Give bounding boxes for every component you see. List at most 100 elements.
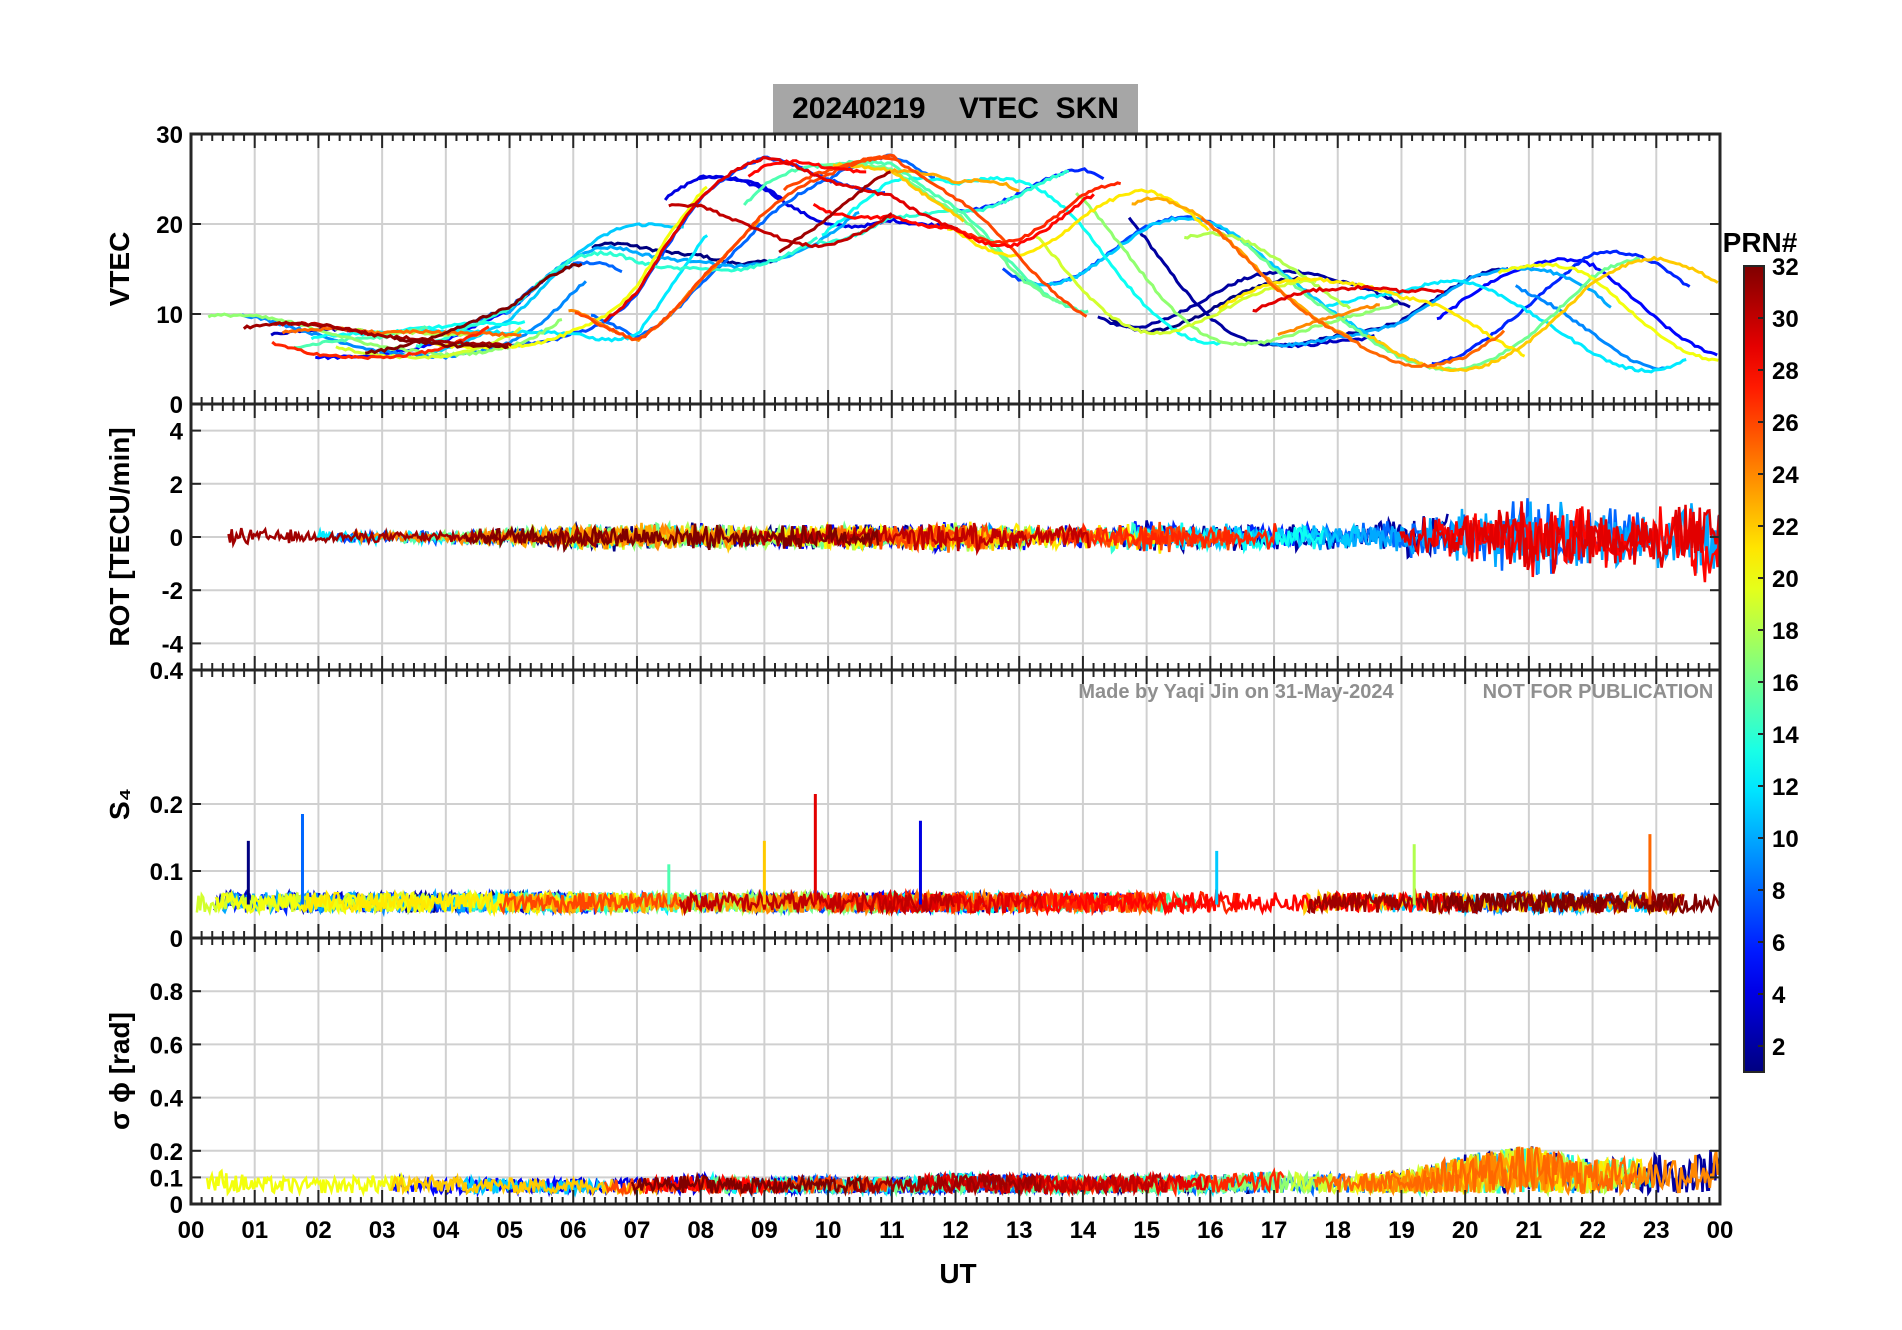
rot-trace — [1399, 501, 1720, 574]
colorbar-tick-label: 26 — [1772, 410, 1799, 437]
panel-s4: 0 0.1 0.2 0.4 S₄ — [104, 658, 1722, 953]
colorbar-label: PRN# — [1723, 227, 1798, 258]
y-tick-label: 10 — [156, 302, 183, 329]
sigma-trace — [1313, 1146, 1639, 1196]
sigma-trace — [630, 1171, 865, 1197]
y-tick-label: 0.2 — [150, 1139, 183, 1166]
y-axis-label: ROT [TECU/min] — [104, 427, 135, 646]
x-tick-label: 13 — [1006, 1217, 1033, 1244]
x-tick-label: 04 — [432, 1217, 459, 1244]
y-tick-label: 0 — [170, 926, 183, 953]
colorbar-tick-label: 10 — [1772, 826, 1799, 853]
x-tick-label: 23 — [1643, 1217, 1670, 1244]
vtec-trace — [242, 321, 513, 347]
rot-trace — [227, 524, 612, 552]
vtec-trace — [832, 162, 965, 223]
vtec-trace — [1277, 303, 1380, 336]
y-tick-label: 0 — [170, 392, 183, 419]
x-axis-label: UT — [939, 1258, 976, 1289]
colorbar-tick-label: 32 — [1772, 254, 1799, 281]
s4-trace — [678, 888, 956, 917]
s4-trace — [498, 891, 694, 916]
y-axis-label: VTEC — [104, 232, 135, 307]
sigma-trace — [941, 1171, 1168, 1197]
vtec-trace — [603, 156, 958, 323]
y-tick-label: -2 — [162, 578, 183, 605]
x-tick-label: 01 — [241, 1217, 268, 1244]
y-tick-label: 0.4 — [150, 1086, 184, 1113]
y-tick-label: 0.2 — [150, 792, 183, 819]
y-tick-label: 2 — [170, 472, 183, 499]
colorbar-tick-label: 8 — [1772, 878, 1785, 905]
sigma-trace — [854, 1172, 1042, 1197]
colorbar-tick-label: 6 — [1772, 930, 1785, 957]
x-tick-label: 16 — [1197, 1217, 1224, 1244]
colorbar-tick-label: 30 — [1772, 306, 1799, 333]
vtec-trace — [1200, 216, 1506, 369]
vtec-trace — [821, 175, 1221, 346]
rot-trace — [463, 523, 880, 553]
s4-trace — [214, 889, 641, 917]
traces-vtec — [207, 153, 1719, 374]
vtec-trace — [591, 241, 778, 267]
panel-sigma_phi: 00.10.2 0.4 0.6 0.8 σ ϕ [rad] — [104, 936, 1722, 1219]
x-tick-label: 10 — [815, 1217, 842, 1244]
y-tick-label: 0 — [170, 1192, 183, 1219]
x-tick-label: 18 — [1324, 1217, 1351, 1244]
colorbar-tick-label: 24 — [1772, 462, 1799, 489]
watermark-notice: NOT FOR PUBLICATION — [1483, 681, 1714, 703]
y-tick-label: 0.1 — [150, 1165, 183, 1192]
x-tick-label: 08 — [687, 1217, 714, 1244]
traces-sigma_phi — [205, 1146, 1720, 1198]
colorbar-tick-label: 14 — [1772, 722, 1799, 749]
vtec-trace — [668, 202, 893, 249]
vtec-trace — [823, 161, 1070, 306]
s4-trace — [1306, 888, 1685, 916]
x-tick-label: 07 — [624, 1217, 651, 1244]
vtec-trace — [1436, 257, 1718, 357]
colorbar-tick-label: 28 — [1772, 358, 1799, 385]
y-tick-label: 0.6 — [150, 1032, 183, 1059]
colorbar-tick-label: 12 — [1772, 774, 1799, 801]
y-tick-label: -4 — [162, 631, 184, 658]
vtec-trace — [1514, 284, 1666, 371]
colorbar-tick-label: 4 — [1772, 982, 1786, 1009]
y-tick-label: 0.1 — [150, 859, 183, 886]
vtec-trace — [1325, 278, 1687, 374]
colorbar-gradient — [1743, 265, 1765, 1073]
x-tick-label: 00 — [178, 1217, 205, 1244]
x-tick-label: 06 — [560, 1217, 587, 1244]
vtec-trace — [1035, 235, 1318, 336]
vtec-trace — [747, 159, 867, 178]
s4-trace — [1442, 888, 1720, 917]
y-tick-label: 20 — [156, 212, 183, 239]
sigma-trace — [205, 1168, 412, 1198]
x-tick-label: 22 — [1579, 1217, 1606, 1244]
y-tick-label: 4 — [170, 419, 184, 446]
vtec-trace — [310, 320, 526, 341]
y-tick-label: 0.4 — [150, 658, 184, 685]
x-tick-label: 20 — [1452, 1217, 1479, 1244]
traces-rot — [227, 498, 1720, 583]
vtec-trace — [1240, 239, 1641, 372]
x-tick-label: 21 — [1516, 1217, 1543, 1244]
vtec-trace — [415, 236, 819, 349]
x-tick-label: 00 — [1707, 1217, 1734, 1244]
vtec-trace — [364, 262, 583, 355]
x-tick-label: 17 — [1261, 1217, 1288, 1244]
vtec-trace — [947, 188, 1210, 258]
s4-trace — [1029, 888, 1462, 917]
x-tick-label: 12 — [942, 1217, 969, 1244]
chart-title: 20240219 VTEC SKN — [792, 92, 1119, 125]
rot-trace — [737, 522, 1091, 556]
x-tick-label: 19 — [1388, 1217, 1415, 1244]
colorbar-tick-label: 22 — [1772, 514, 1799, 541]
x-tick-label: 05 — [496, 1217, 523, 1244]
x-tick-label: 03 — [369, 1217, 396, 1244]
watermark-made-by: Made by Yaqi Jin on 31-May-2024 — [1078, 681, 1394, 703]
x-tick-label: 14 — [1070, 1217, 1097, 1244]
y-axis-label: S₄ — [104, 788, 135, 820]
vtec-trace — [1497, 262, 1719, 362]
vtec-trace — [1075, 192, 1398, 347]
